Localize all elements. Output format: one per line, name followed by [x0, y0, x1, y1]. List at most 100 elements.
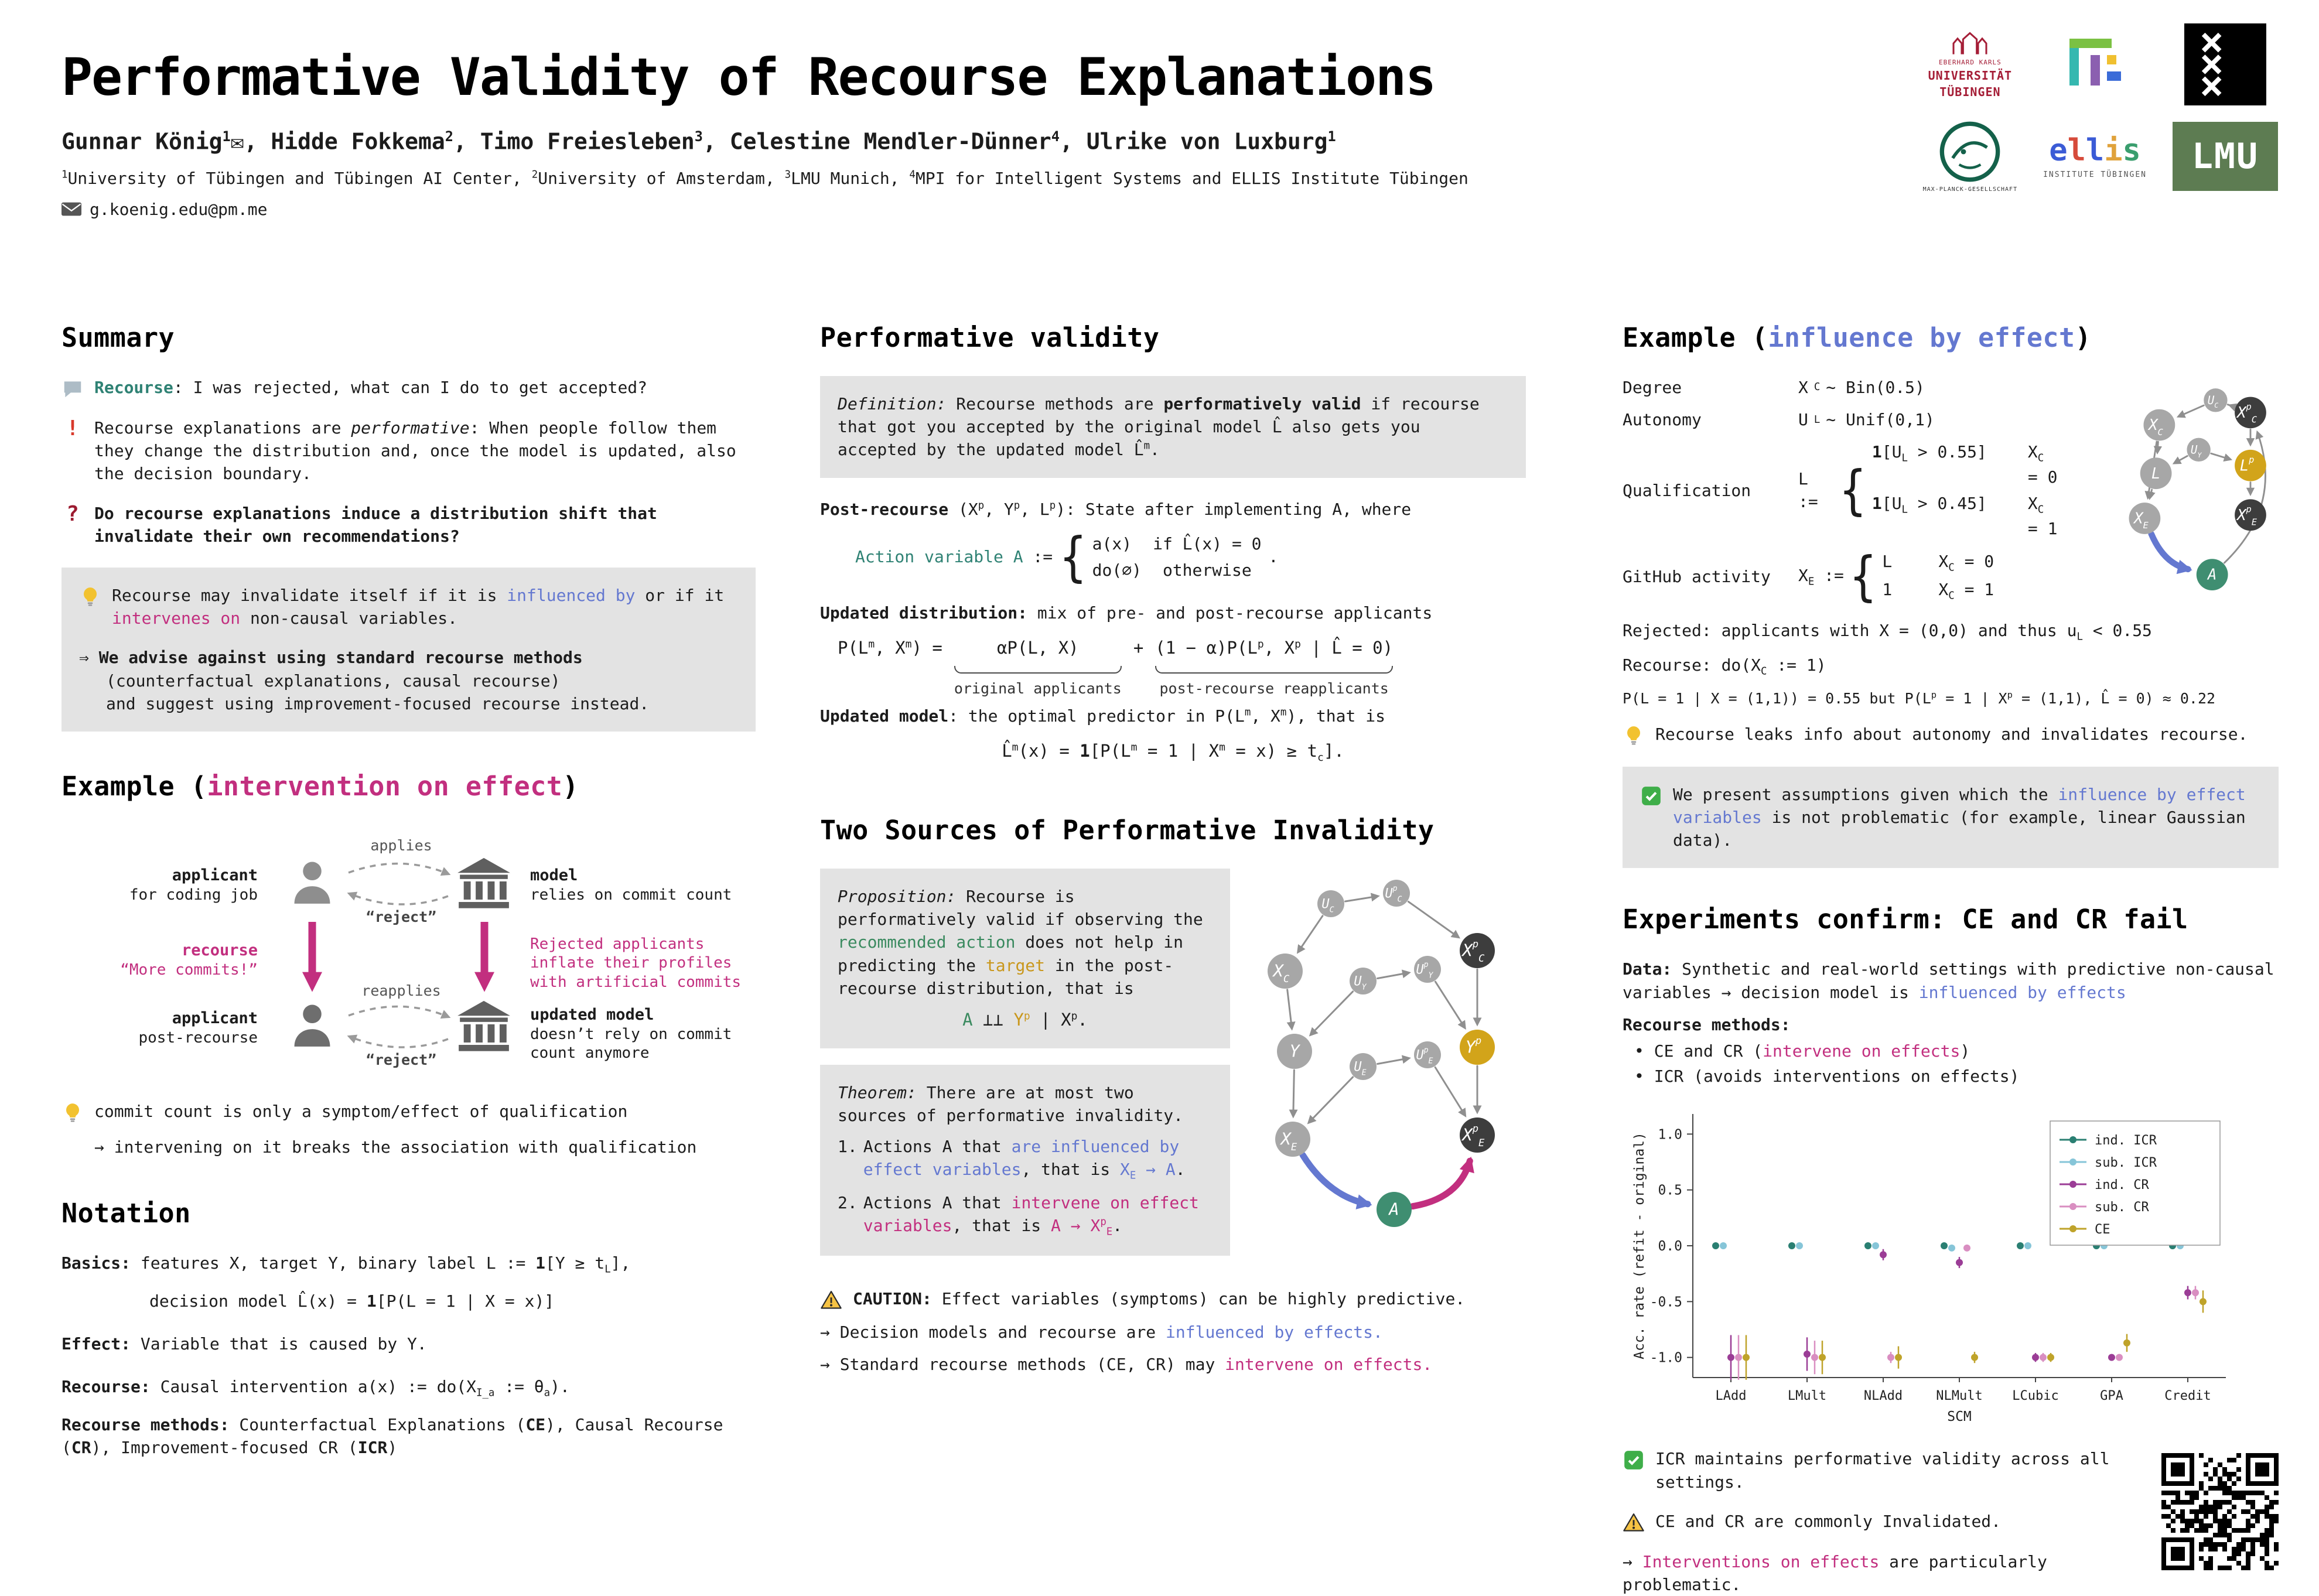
svg-text:LAdd: LAdd: [1716, 1389, 1747, 1403]
poster-title: Performative Validity of Recourse Explan…: [62, 47, 1436, 107]
summary-text: Do recourse explanations induce a distri…: [94, 503, 657, 546]
caution-arrow-1: → Decision models and recourse are influ…: [820, 1322, 1383, 1342]
svg-text:UC: UC: [1321, 897, 1334, 914]
applicant-icon: [294, 862, 330, 904]
column-left: Summary Recourse: I was rejected, what c…: [62, 319, 756, 1472]
svg-text:Y: Y: [1289, 1042, 1300, 1061]
independence-equation: A ⊥⊥ Yp | Xp.: [962, 1010, 1088, 1030]
uni-tuebingen-crest-icon: [1952, 31, 1987, 54]
example1-heading: Example (intervention on effect): [62, 770, 579, 802]
header: Performative Validity of Recourse Explan…: [62, 23, 2284, 219]
svg-text:XE: XE: [1280, 1130, 1297, 1154]
logo-lmu-munich: LMU: [2173, 121, 2278, 191]
svg-text:0.5: 0.5: [1658, 1183, 1682, 1198]
svg-text:UE: UE: [1354, 1060, 1366, 1077]
caution-arrow-2: → Standard recourse methods (CE, CR) may…: [820, 1355, 1433, 1375]
authors: Gunnar König1✉, Hidde Fokkema2, Timo Fre…: [62, 128, 1336, 155]
svg-text:Lp: Lp: [2240, 454, 2255, 474]
svg-text:XpE: XpE: [2236, 504, 2257, 527]
svg-text:ind. ICR: ind. ICR: [2095, 1133, 2157, 1148]
probability-line: P(L = 1 | X = (1,1)) = 0.55 but P(Lp = 1…: [1623, 689, 2216, 707]
svg-text:NLAdd: NLAdd: [1864, 1389, 1903, 1403]
logo-max-planck-gesellschaft: MAX-PLANCK-GESELLSCHAFT: [1923, 119, 2017, 193]
svg-text:UC: UC: [2208, 394, 2219, 409]
applicant-post-label: applicant post-recourse: [138, 1009, 258, 1047]
check-icon: [1623, 1449, 1645, 1471]
qr-code: [2161, 1453, 2279, 1571]
scm-row-qualification: Qualification L := { 1[UL > 0.55] XC = 0 …: [1623, 442, 2058, 539]
affiliations: 1University of Tübingen and Tübingen AI …: [62, 168, 1468, 188]
svg-text:CE: CE: [2095, 1222, 2110, 1237]
lightbulb-icon: [62, 1102, 84, 1124]
lightbulb-icon: [79, 586, 101, 608]
svg-text:UpY: UpY: [1416, 961, 1433, 980]
lightbulb-icon: [1623, 724, 1645, 747]
svg-text:-1.0: -1.0: [1650, 1351, 1682, 1366]
scm-row-github: GitHub activity XE := { L XC = 0 1 XC = 1: [1623, 545, 1994, 608]
updated-model-label: updated model doesn’t rely on commit coun…: [530, 1005, 732, 1062]
svg-text:XpC: XpC: [1461, 939, 1485, 965]
svg-text:sub. CR: sub. CR: [2095, 1200, 2149, 1215]
model-label: model relies on commit count: [530, 866, 732, 904]
method-bullet-icr: • ICR (avoids interventions on effects): [1634, 1067, 2020, 1086]
svg-text:Yp: Yp: [1466, 1035, 1481, 1057]
inflate-label: Rejected applicants inflate their profile…: [530, 935, 742, 991]
speech-bubble-icon: [62, 378, 84, 400]
rejected-line: Rejected: applicants with X = (0,0) and …: [1623, 621, 2152, 643]
exclamation-icon: !: [66, 416, 79, 440]
reject-bottom-label: “reject”: [366, 1051, 437, 1068]
svg-text:XpC: XpC: [2236, 402, 2257, 425]
svg-text:A: A: [1388, 1200, 1399, 1219]
reject-label: “reject”: [366, 908, 437, 925]
experiments-methods-label: Recourse methods:: [1623, 1014, 1791, 1034]
conclusion-interventions: → Interventions on effects are particula…: [1623, 1551, 2047, 1595]
envelope-icon: [62, 202, 81, 216]
notation-basics-2: decision model L̂(x) = 1[P(L = 1 | X = x…: [149, 1291, 555, 1311]
summary-item-performative: ! Recourse explanations are performative…: [62, 416, 756, 486]
question-icon: ?: [66, 501, 79, 526]
summary-text: Recourse: I was rejected, what can I do …: [94, 378, 648, 397]
reapplies-label: reapplies: [361, 982, 441, 999]
svg-text:UY: UY: [2191, 443, 2202, 459]
conclusions: ICR maintains performative validity acro…: [1623, 1447, 2279, 1596]
logo-tuebingen-ai-center: [2060, 29, 2130, 100]
example1-note: commit count is only a symptom/effect of…: [62, 1100, 756, 1124]
caution-note: CAUTION: Effect variables (symptoms) can…: [820, 1287, 1526, 1311]
method-bullet-ce-cr: • CE and CR (intervene on effects): [1634, 1041, 1970, 1061]
uva-crosses-icon: [2184, 23, 2266, 105]
contact-email[interactable]: g.koenig.edu@pm.me: [62, 200, 2284, 219]
logo-strip: EBERHARD KARLS UNIVERSITÄT TÜBINGEN: [1923, 23, 2278, 193]
diagram-arrows: [294, 857, 510, 1051]
warning-icon: [1623, 1512, 1645, 1534]
updated-model-icon: [457, 1000, 510, 1051]
causal-graph-example: UC XC XpC UY L Lp XE XpE A: [2129, 388, 2266, 590]
svg-text:XC: XC: [2147, 416, 2163, 438]
notation-methods: Recourse methods: Counterfactual Explana…: [62, 1415, 723, 1458]
post-recourse-term: (1 − α)P(Lp, Xp | L̂ = 0) post-recourse …: [1155, 638, 1394, 697]
mixture-equation: P(Lm, Xm) = αP(L, X) original applicants…: [820, 636, 1526, 699]
svg-text:XE: XE: [2133, 510, 2149, 531]
notation-recourse: Recourse: Causal intervention a(x) := do…: [62, 1377, 570, 1399]
updated-distribution-text: Updated distribution: mix of pre- and po…: [820, 603, 1433, 623]
conclusion-icr: ICR maintains performative validity acro…: [1623, 1447, 2135, 1493]
logo-ellis-institute: ellis INSTITUTE TÜBINGEN: [2043, 133, 2147, 179]
summary-key-box: Recourse may invalidate itself if it is …: [62, 567, 756, 732]
leak-note: Recourse leaks info about autonomy and i…: [1623, 723, 2279, 747]
email-text: g.koenig.edu@pm.me: [90, 199, 268, 219]
logo-uni-tuebingen: EBERHARD KARLS UNIVERSITÄT TÜBINGEN: [1928, 30, 2012, 99]
svg-text:Acc. rate (refit - original): Acc. rate (refit - original): [1632, 1132, 1647, 1359]
original-term: αP(L, X) original applicants: [954, 638, 1122, 697]
check-icon: [1640, 785, 1662, 807]
summary-item-question: ? Do recourse explanations induce a dist…: [62, 502, 756, 548]
definition-text: Definition: Recourse methods are perform…: [838, 394, 1480, 460]
applicant-post-recourse-icon: [294, 1004, 330, 1047]
performative-validity-heading: Performative validity: [820, 322, 1160, 353]
mpg-seal-icon: [1940, 121, 2000, 182]
underbrace: [954, 665, 1122, 674]
recourse-line: Recourse: do(XC := 1): [1623, 655, 1826, 678]
applicant-label: applicant for coding job: [129, 866, 258, 904]
column-middle: Performative validity Definition: Recour…: [820, 319, 1526, 1376]
